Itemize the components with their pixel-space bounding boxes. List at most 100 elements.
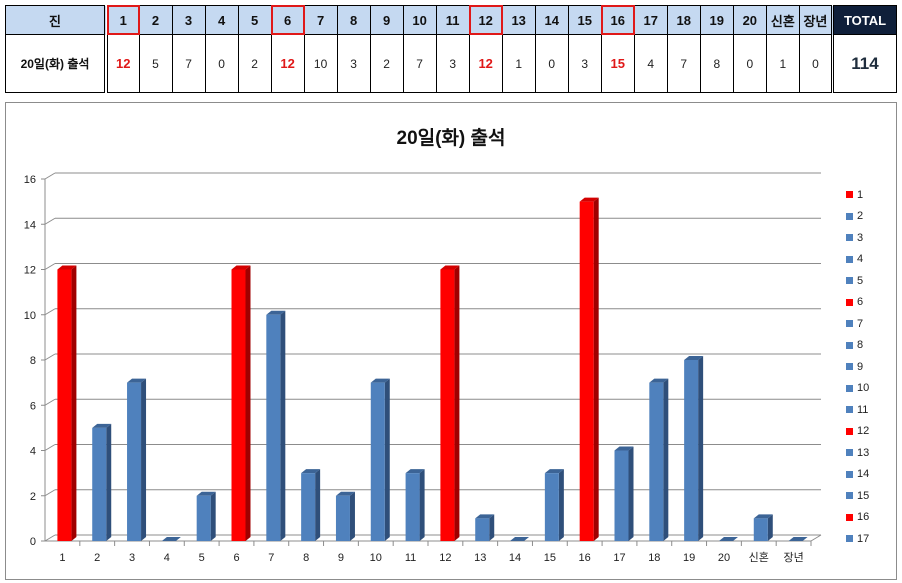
corner-header: 진: [5, 5, 107, 35]
y-tick-label: 0: [30, 536, 36, 548]
legend-item: 15: [846, 485, 890, 507]
x-tick-label: 14: [509, 552, 521, 564]
bar-8: [301, 469, 321, 541]
column-header-10: 10: [402, 5, 437, 35]
legend-swatch-icon: [846, 255, 853, 263]
cell-value-20: 0: [732, 34, 767, 93]
column-header-1: 1: [103, 5, 142, 36]
cell-value-15: 3: [567, 34, 602, 93]
column-header-9: 9: [369, 5, 404, 35]
legend-item: 7: [846, 313, 890, 335]
column-header-12: 12: [468, 5, 504, 36]
x-tick-label: 18: [648, 552, 660, 564]
legend-item: 1: [846, 184, 890, 206]
legend-item: 8: [846, 335, 890, 357]
legend-item: 16: [846, 507, 890, 529]
column-header-14: 14: [534, 5, 569, 35]
x-tick-label: 11: [405, 552, 416, 564]
legend-label: 9: [857, 360, 864, 373]
total-header: TOTAL: [831, 5, 897, 35]
y-tick-label: 16: [24, 174, 36, 186]
bar-1: [57, 265, 77, 541]
x-tick-label: 1: [59, 552, 65, 564]
legend-swatch-icon: [846, 234, 853, 242]
y-tick-label: 10: [24, 310, 36, 322]
x-tick-label: 신혼: [749, 551, 769, 564]
legend-label: 3: [857, 231, 864, 244]
cell-value-11: 3: [435, 34, 470, 93]
cell-value-14: 0: [534, 34, 569, 93]
legend-swatch-icon: [846, 513, 853, 521]
x-tick-label: 6: [233, 552, 239, 564]
bar-3: [127, 378, 147, 541]
x-tick-label: 3: [129, 552, 135, 564]
legend-swatch-icon: [846, 492, 853, 500]
legend-label: 16: [857, 511, 870, 524]
bar-11: [405, 469, 425, 541]
cell-value-13: 1: [501, 34, 536, 93]
legend-swatch-icon: [846, 470, 853, 478]
cell-value-장년: 0: [798, 34, 834, 93]
cell-value-7: 10: [303, 34, 338, 93]
cell-value-17: 4: [633, 34, 668, 93]
x-tick-label: 4: [164, 552, 170, 564]
legend-label: 8: [857, 339, 864, 352]
bar-6: [231, 265, 251, 541]
legend-item: 17: [846, 528, 890, 550]
bar-13: [475, 514, 495, 541]
legend-item: 11: [846, 399, 890, 421]
legend-swatch-icon: [846, 212, 853, 220]
legend-item: 3: [846, 227, 890, 249]
column-header-2: 2: [138, 5, 173, 35]
x-tick-label: 12: [439, 552, 451, 564]
cell-value-19: 8: [699, 34, 734, 93]
x-tick-label: 15: [544, 552, 556, 564]
column-header-18: 18: [666, 5, 701, 35]
cell-value-8: 3: [336, 34, 371, 93]
column-header-8: 8: [336, 5, 371, 35]
bar-장년: [788, 537, 808, 541]
legend-item: 2: [846, 206, 890, 228]
legend-item: 14: [846, 464, 890, 486]
x-tick-label: 10: [370, 552, 382, 564]
row-label: 20일(화) 출석: [5, 34, 108, 93]
x-tick-label: 13: [474, 552, 486, 564]
legend-swatch-icon: [846, 535, 853, 543]
legend-label: 5: [857, 274, 864, 287]
legend-item: 9: [846, 356, 890, 378]
x-tick-label: 16: [579, 552, 591, 564]
legend-swatch-icon: [846, 384, 853, 392]
legend-swatch-icon: [846, 320, 853, 328]
bar-19: [684, 356, 704, 541]
cell-value-5: 2: [237, 34, 272, 93]
x-tick-label: 9: [338, 552, 344, 564]
legend-swatch-icon: [846, 363, 853, 371]
legend-label: 15: [857, 489, 870, 502]
legend-label: 14: [857, 468, 870, 481]
cell-value-12: 12: [468, 34, 503, 93]
bar-9: [335, 491, 355, 541]
legend-label: 11: [857, 403, 869, 416]
x-tick-label: 19: [683, 552, 695, 564]
column-header-장년: 장년: [798, 5, 834, 35]
bar-14: [510, 537, 530, 541]
column-header-5: 5: [237, 5, 272, 35]
cell-value-18: 7: [666, 34, 701, 93]
x-tick-label: 장년: [783, 551, 803, 564]
legend-swatch-icon: [846, 449, 853, 457]
column-header-3: 3: [171, 5, 206, 35]
legend-swatch-icon: [846, 406, 853, 414]
chart-legend: 1 2 3 4 5 6 7 8 9 10 11 12 13 14 15 16 17: [846, 184, 890, 550]
legend-swatch-icon: [846, 427, 853, 435]
table-header-row: 진 1 2 3 4 5 6 7 8 9 10 11 12 13 14 15 16 17 18 19 20 신혼 장년 TOT…: [5, 5, 897, 36]
bar-18: [649, 378, 669, 541]
chart-title: 20일(화) 출석: [396, 128, 506, 149]
legend-label: 1: [857, 188, 864, 201]
bar-신혼: [753, 514, 773, 541]
column-header-20: 20: [732, 5, 767, 35]
column-header-13: 13: [501, 5, 536, 35]
legend-label: 17: [857, 532, 870, 545]
bar-4: [161, 537, 181, 541]
column-header-17: 17: [633, 5, 668, 35]
